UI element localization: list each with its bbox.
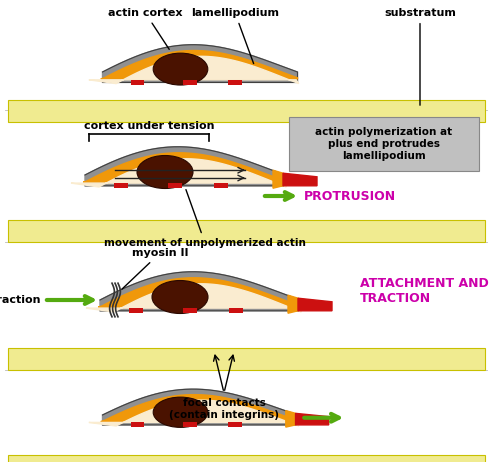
Text: actin polymerization at
plus end protrudes
lamellipodium: actin polymerization at plus end protrud…	[315, 128, 453, 161]
Bar	[131, 79, 145, 85]
Polygon shape	[286, 411, 296, 427]
Polygon shape	[101, 395, 298, 422]
Bar	[184, 422, 197, 427]
Text: contraction: contraction	[0, 295, 41, 305]
Bar	[129, 308, 143, 313]
Bar	[8, 455, 485, 462]
Text: substratum: substratum	[384, 8, 456, 105]
FancyBboxPatch shape	[289, 117, 479, 171]
Polygon shape	[273, 170, 283, 188]
Bar	[228, 422, 242, 427]
Text: PROTRUSION: PROTRUSION	[304, 189, 396, 202]
Ellipse shape	[153, 53, 208, 85]
Polygon shape	[89, 400, 299, 426]
Bar	[8, 220, 485, 242]
Polygon shape	[283, 173, 317, 186]
Ellipse shape	[153, 397, 208, 427]
Polygon shape	[101, 50, 298, 79]
Text: lamellipodium: lamellipodium	[191, 8, 279, 64]
Bar	[114, 183, 128, 188]
Text: ATTACHMENT AND
TRACTION: ATTACHMENT AND TRACTION	[360, 277, 489, 305]
Bar	[8, 348, 485, 370]
Polygon shape	[98, 278, 300, 307]
Polygon shape	[296, 413, 329, 425]
Polygon shape	[86, 284, 302, 312]
Polygon shape	[288, 295, 298, 313]
Bar	[183, 308, 197, 313]
Bar	[228, 79, 242, 85]
Text: focal contacts
(contain integrins): focal contacts (contain integrins)	[169, 398, 279, 419]
Polygon shape	[102, 45, 298, 82]
Text: actin cortex: actin cortex	[108, 8, 183, 49]
Bar	[214, 183, 228, 188]
Polygon shape	[298, 298, 332, 311]
Polygon shape	[102, 389, 298, 425]
Text: movement of unpolymerized actin: movement of unpolymerized actin	[104, 189, 306, 248]
Bar	[131, 422, 145, 427]
Bar	[8, 100, 485, 122]
Polygon shape	[83, 153, 285, 182]
Bar	[229, 308, 243, 313]
Text: cortex under tension: cortex under tension	[84, 121, 214, 131]
Polygon shape	[89, 56, 299, 84]
Text: myosin II: myosin II	[122, 248, 188, 289]
Bar	[184, 79, 197, 85]
Polygon shape	[71, 159, 286, 187]
Ellipse shape	[137, 156, 193, 188]
Bar	[168, 183, 182, 188]
Ellipse shape	[152, 280, 208, 314]
Polygon shape	[100, 272, 300, 311]
Polygon shape	[85, 147, 285, 186]
